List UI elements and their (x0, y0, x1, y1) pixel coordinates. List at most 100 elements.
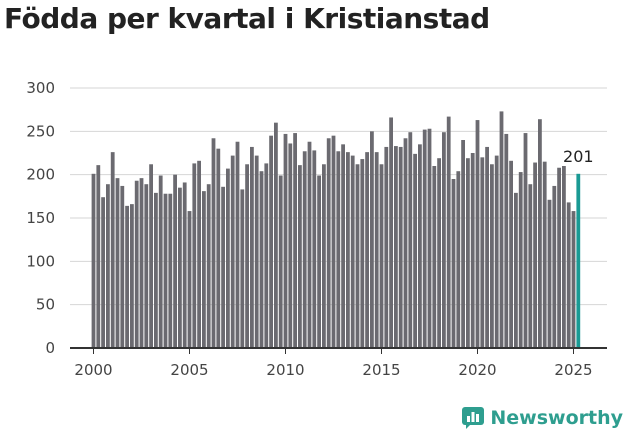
bar (326, 138, 331, 348)
bar (182, 182, 187, 348)
bar (422, 129, 427, 348)
bar (110, 152, 115, 348)
bar (139, 178, 144, 348)
bar (437, 158, 441, 348)
y-tick-label: 100 (26, 252, 55, 270)
bar (547, 199, 552, 348)
bar (245, 164, 249, 348)
bar (370, 131, 374, 348)
bar (293, 133, 297, 348)
bar (427, 128, 432, 348)
bar (173, 174, 177, 348)
x-tick-label: 2020 (458, 361, 496, 379)
bar (480, 157, 485, 348)
bar (163, 193, 168, 348)
bar (562, 166, 566, 348)
bar (269, 135, 273, 348)
bar (235, 141, 240, 348)
bar (350, 155, 355, 348)
bar (451, 179, 456, 348)
bar (187, 211, 192, 348)
x-tick-label: 2010 (266, 361, 304, 379)
bar (134, 180, 139, 348)
bar (571, 211, 576, 348)
chart-title: Födda per kvartal i Kristianstad (4, 2, 490, 35)
x-tick-label: 2000 (74, 361, 112, 379)
bar (312, 150, 317, 348)
bar (490, 164, 494, 348)
y-tick-label: 200 (26, 166, 55, 184)
y-tick-label: 300 (26, 79, 55, 97)
bar (125, 205, 129, 348)
newsworthy-logo: Newsworthy (462, 407, 623, 429)
bar (499, 111, 504, 349)
bar (442, 132, 446, 348)
bar (557, 167, 561, 348)
bar (384, 146, 389, 348)
bar (341, 144, 345, 348)
bar (355, 164, 360, 348)
bar (494, 155, 499, 348)
x-tick-label: 2005 (170, 361, 208, 379)
y-tick-label: 0 (45, 339, 55, 357)
bar (432, 166, 437, 348)
bar (365, 152, 369, 348)
bar (91, 173, 96, 348)
bar (202, 191, 206, 348)
bar (346, 152, 350, 348)
x-ticks: 2000 2005 2010 2015 2020 2025 (74, 348, 593, 379)
bar (240, 189, 245, 348)
bar (331, 135, 336, 348)
bar (158, 175, 163, 348)
bar (288, 143, 293, 348)
bar (115, 178, 120, 348)
bar (379, 164, 384, 348)
bar (509, 160, 513, 348)
bar (360, 159, 365, 348)
bar (533, 162, 537, 348)
bar (446, 116, 451, 348)
bar (403, 138, 408, 348)
bar (528, 184, 533, 348)
bar (514, 192, 518, 348)
bar-highlight (576, 173, 581, 348)
bar (307, 141, 312, 348)
bar (264, 163, 269, 348)
bar (302, 151, 307, 348)
bar (408, 132, 413, 348)
bar (211, 138, 216, 348)
bar (250, 146, 254, 348)
bar (394, 146, 398, 348)
bar (566, 202, 571, 348)
bar (130, 204, 134, 348)
bar (466, 158, 470, 348)
bar (106, 184, 110, 348)
bar (206, 184, 211, 348)
brand-name: Newsworthy (490, 407, 623, 429)
bar (230, 155, 235, 348)
y-tick-label: 250 (26, 122, 55, 140)
bar (317, 175, 321, 348)
bar (470, 153, 475, 348)
bar (216, 148, 221, 348)
last-value-label: 201 (563, 147, 594, 166)
bar (144, 184, 149, 348)
bar (197, 160, 201, 348)
bar (278, 175, 283, 348)
bar (322, 164, 326, 348)
bar (518, 172, 523, 348)
bar (226, 168, 230, 348)
bar (254, 155, 259, 348)
bar (398, 146, 403, 348)
bar (283, 133, 288, 348)
x-tick-label: 2015 (362, 361, 400, 379)
y-tick-labels: 0 50 100 150 200 250 300 (26, 79, 55, 357)
bar (542, 161, 547, 348)
bar (120, 185, 125, 348)
bar (259, 171, 264, 348)
bar (298, 165, 302, 348)
bar (274, 122, 278, 349)
bar (485, 146, 489, 348)
bar (418, 144, 422, 348)
